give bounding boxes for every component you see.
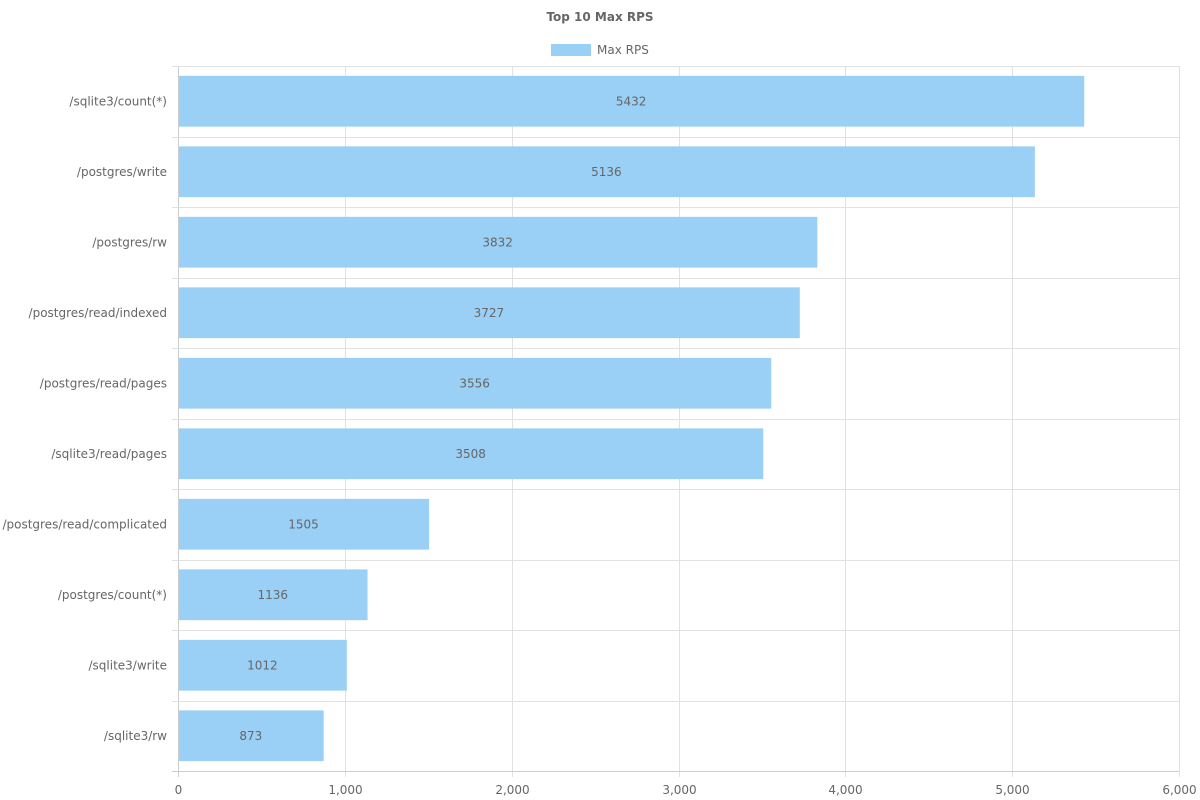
category-labels: /sqlite3/count(*) /postgres/write/postgre… bbox=[2, 94, 167, 743]
category-label: /postgres/rw bbox=[92, 235, 167, 249]
legend[interactable]: Max RPS bbox=[551, 43, 649, 57]
bar-value-label: 3832 bbox=[482, 235, 513, 249]
bar-value-label: 1136 bbox=[257, 588, 288, 602]
x-tick-label: 6,000 bbox=[1162, 783, 1196, 797]
x-tick-label: 1,000 bbox=[328, 783, 362, 797]
x-tick-label: 2,000 bbox=[495, 783, 529, 797]
x-tick-label: 4,000 bbox=[828, 783, 862, 797]
bar-value-label: 1505 bbox=[288, 517, 319, 531]
category-label: /postgres/read/complicated bbox=[2, 517, 167, 531]
bar[interactable] bbox=[179, 569, 368, 621]
category-label: /sqlite3/write bbox=[88, 658, 167, 672]
category-label: /sqlite3/count(*) bbox=[69, 94, 167, 108]
bar[interactable] bbox=[179, 357, 772, 409]
bar-value-label: 5432 bbox=[616, 94, 647, 108]
bar-value-label: 5136 bbox=[591, 165, 622, 179]
bar[interactable] bbox=[179, 428, 764, 480]
category-label: /postgres/write bbox=[77, 165, 167, 179]
x-tick-label: 5,000 bbox=[995, 783, 1029, 797]
bar-value-label: 3727 bbox=[474, 306, 505, 320]
x-axis-ticks: 0 1,000 2,000 3,000 4,000 5,000 6,000 bbox=[175, 783, 1197, 797]
category-label: /postgres/read/indexed bbox=[29, 306, 167, 320]
chart-title: Top 10 Max RPS bbox=[546, 10, 653, 24]
bar[interactable] bbox=[179, 75, 1085, 127]
x-tick-label: 3,000 bbox=[662, 783, 696, 797]
category-label: /sqlite3/rw bbox=[104, 729, 167, 743]
bar[interactable] bbox=[179, 216, 818, 268]
legend-swatch bbox=[551, 44, 591, 56]
x-tick-label: 0 bbox=[175, 783, 183, 797]
category-label: /sqlite3/read/pages bbox=[51, 447, 167, 461]
category-label: /postgres/read/pages bbox=[40, 376, 167, 390]
bar[interactable] bbox=[179, 710, 324, 762]
category-label: /postgres/count(*) bbox=[58, 588, 167, 602]
bar[interactable] bbox=[179, 287, 800, 339]
legend-label: Max RPS bbox=[597, 43, 649, 57]
bar[interactable] bbox=[179, 498, 430, 550]
bar-value-label: 3556 bbox=[459, 376, 490, 390]
bar-value-label: 3508 bbox=[455, 447, 486, 461]
bars: 5432 5136 3832 3727 3556 3508 1505 1136 1012 873 bbox=[179, 75, 1085, 762]
bar-value-label: 1012 bbox=[247, 658, 278, 672]
bar[interactable] bbox=[179, 639, 347, 691]
bar-value-label: 873 bbox=[239, 729, 262, 743]
bar[interactable] bbox=[179, 146, 1035, 198]
